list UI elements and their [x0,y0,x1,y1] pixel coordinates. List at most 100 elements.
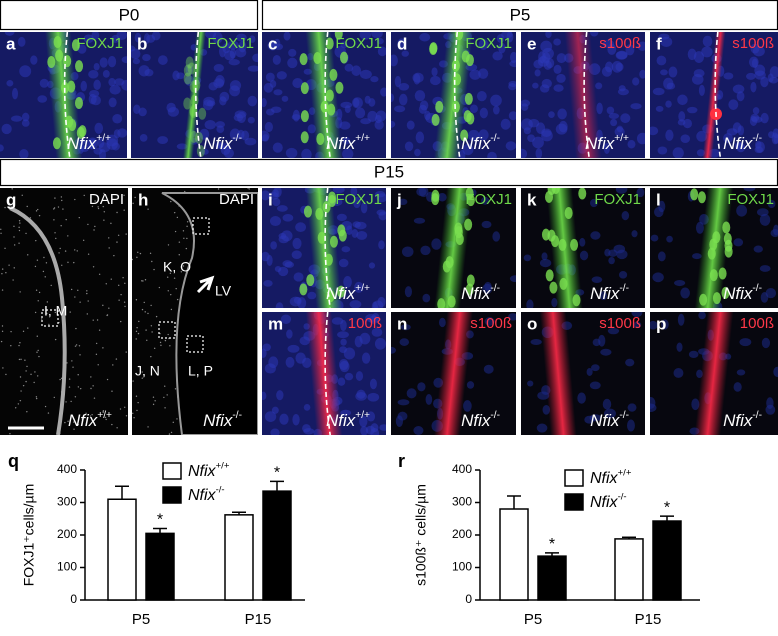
speck [176,298,179,301]
speck [5,271,7,274]
nucleus [608,256,615,265]
nucleus [369,378,377,390]
speck [147,208,149,210]
nucleus [508,111,516,121]
nucleus [654,206,664,218]
nucleus [608,112,620,119]
nucleus [265,108,275,116]
nucleus [247,116,255,124]
region-box [192,217,210,235]
speck [87,300,89,302]
speck [54,232,56,234]
nucleus [80,80,87,92]
nucleus [596,102,603,115]
y-tick-label: 300 [452,495,472,509]
speck [54,197,56,199]
cell [300,131,309,144]
speck [25,232,27,235]
image-panel [391,312,516,435]
speck [19,291,21,293]
nucleus [530,338,542,346]
stain-band [304,312,344,435]
nucleus [600,348,612,356]
genotype-label: Nfix-/- [203,133,242,154]
nucleus [723,133,733,144]
speck [141,280,143,282]
nucleus [356,230,368,240]
speck [25,370,27,372]
speck [147,312,149,315]
speck [58,252,60,254]
stain-label: 100ß [740,315,774,332]
speck [34,265,37,268]
nucleus [470,104,478,114]
cell [75,60,84,73]
nucleus [687,106,698,114]
speck [4,206,6,209]
nucleus [692,253,702,260]
speck [103,211,106,213]
nucleus [219,91,230,102]
nucleus [723,72,734,80]
speck [61,264,63,266]
image-panel [521,312,645,435]
speck [133,417,135,419]
nucleus [553,84,564,92]
speck [136,409,138,412]
nucleus [760,112,769,124]
nucleus [479,107,488,119]
nucleus [615,188,628,194]
cell [317,231,326,244]
nucleus [657,146,668,155]
speck [77,289,79,292]
nucleus [625,358,635,367]
nucleus [481,220,492,229]
significance-marker: * [157,512,163,529]
nucleus [702,35,713,47]
nucleus [295,222,307,232]
speck [71,360,73,362]
speck [70,400,72,403]
nucleus [276,71,287,80]
speck [1,330,4,333]
nucleus [355,107,366,119]
nucleus [354,281,364,293]
stain-band [701,32,727,158]
speck [105,418,107,421]
nucleus [627,403,637,412]
nucleus [607,327,620,335]
nucleus [736,142,746,153]
boundary-line [714,32,722,158]
cell [709,269,718,282]
nucleus [263,82,274,93]
nucleus [344,63,354,72]
speck [135,338,137,340]
region-label: J, N [135,363,160,379]
nucleus [99,57,108,68]
speck [50,284,52,287]
nucleus [262,343,271,352]
cell [336,285,345,298]
nucleus [227,40,239,50]
nucleus [541,78,552,89]
nucleus [371,312,380,323]
speck [74,249,76,251]
nucleus [302,424,311,433]
speck [30,373,32,376]
speck [8,264,10,266]
speck [77,374,79,376]
cell [324,253,333,266]
nucleus [21,119,30,127]
nucleus [278,266,289,277]
nucleus [673,279,686,287]
nucleus [359,32,372,40]
speck [149,252,152,255]
cell [300,110,309,123]
nucleus [523,127,531,135]
speck [170,200,172,203]
speck [13,236,15,238]
nucleus [665,129,674,141]
nucleus [158,55,168,65]
nucleus [268,356,279,369]
nucleus [590,231,601,240]
